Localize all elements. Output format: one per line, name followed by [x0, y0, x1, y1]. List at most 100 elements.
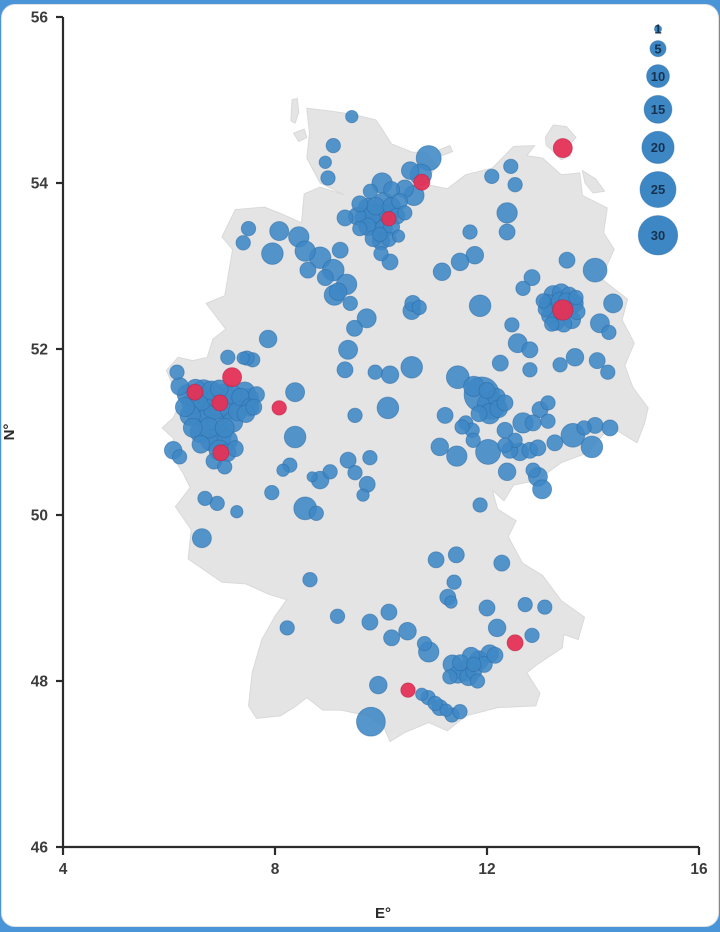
data-bubble-blue: [478, 599, 496, 617]
data-bubble-red: [381, 211, 397, 227]
data-bubble-blue: [446, 445, 468, 467]
data-bubble-blue: [170, 377, 189, 396]
data-bubble-blue: [537, 599, 553, 615]
data-bubble-blue: [398, 621, 417, 641]
data-bubble-blue: [356, 488, 370, 502]
data-bubble-blue: [601, 419, 619, 437]
y-tick-label: 46: [31, 840, 49, 857]
data-bubble-blue: [171, 449, 188, 465]
data-bubble-blue: [276, 463, 290, 477]
data-bubble-blue: [306, 471, 318, 483]
data-bubble-blue: [568, 289, 584, 306]
x-tick-label: 12: [478, 861, 495, 878]
data-bubble-blue: [336, 209, 354, 227]
data-bubble-blue: [523, 269, 541, 287]
data-bubble-blue: [582, 257, 608, 283]
data-bubble-blue: [497, 437, 513, 453]
data-bubble-blue: [532, 479, 553, 500]
data-bubble-blue: [362, 450, 378, 466]
data-bubble-blue: [258, 329, 278, 349]
data-bubble-blue: [351, 195, 369, 213]
data-bubble-blue: [220, 349, 236, 365]
data-bubble-blue: [245, 398, 263, 416]
y-tick-label: 56: [31, 10, 49, 27]
y-tick-label: 48: [31, 674, 49, 691]
legend-size-circle: [639, 171, 677, 209]
data-bubble-blue: [465, 432, 481, 448]
data-bubble-blue: [174, 397, 195, 418]
data-bubble-blue: [524, 627, 540, 644]
data-bubble-red: [552, 299, 574, 321]
data-bubble-blue: [191, 528, 212, 549]
data-bubble-blue: [397, 205, 413, 221]
data-bubble-blue: [391, 229, 406, 243]
data-bubble-blue: [362, 183, 379, 199]
data-bubble-blue: [329, 608, 346, 624]
y-axis-title: N°: [1, 424, 18, 441]
data-bubble-red: [211, 394, 229, 412]
data-bubble-blue: [338, 339, 359, 360]
y-tick-label: 54: [31, 176, 49, 193]
data-bubble-blue: [328, 282, 348, 301]
data-bubble-blue: [450, 252, 470, 272]
data-bubble-blue: [416, 635, 433, 652]
data-bubble-blue: [462, 224, 478, 240]
data-bubble-blue: [446, 574, 462, 590]
legend-size-label: 1: [654, 22, 661, 37]
legend-size-circle: [637, 215, 679, 256]
data-bubble-blue: [336, 361, 354, 379]
data-bubble-blue: [356, 706, 386, 737]
data-bubble-blue: [540, 413, 556, 429]
data-bubble-red: [271, 400, 287, 416]
data-bubble-blue: [415, 687, 429, 701]
data-bubble-blue: [452, 704, 468, 720]
data-bubble-blue: [444, 595, 458, 609]
data-bubble-blue: [525, 462, 541, 478]
data-bubble-blue: [470, 405, 488, 423]
data-bubble-blue: [600, 364, 616, 380]
data-bubble-red: [212, 444, 230, 462]
data-bubble-blue: [347, 465, 363, 481]
data-bubble-blue: [380, 603, 398, 621]
data-bubble-blue: [588, 352, 606, 370]
data-bubble-blue: [308, 505, 324, 521]
data-bubble-blue: [504, 317, 520, 333]
data-bubble-blue: [182, 417, 203, 438]
data-bubble-blue: [316, 269, 334, 287]
data-bubble-blue: [454, 419, 470, 435]
data-bubble-blue: [367, 364, 383, 380]
data-bubble-blue: [475, 438, 502, 465]
data-bubble-blue: [478, 382, 496, 399]
data-bubble-blue: [535, 293, 551, 309]
data-bubble-blue: [361, 613, 379, 631]
data-bubble-blue: [169, 364, 185, 380]
data-bubble-blue: [576, 420, 592, 436]
legend-size-label: 10: [651, 69, 665, 84]
data-bubble-blue: [486, 646, 504, 664]
legend-size-circle: [653, 24, 663, 34]
data-bubble-blue: [366, 196, 385, 216]
data-bubble-blue: [322, 464, 338, 480]
data-bubble-blue: [515, 280, 531, 297]
data-bubble-blue: [507, 177, 523, 193]
y-tick-label: 52: [31, 342, 48, 359]
data-bubble-blue: [546, 434, 564, 452]
data-bubble-blue: [373, 245, 389, 262]
data-bubble-blue: [299, 261, 317, 279]
legend-size-label: 5: [654, 41, 661, 56]
data-bubble-blue: [400, 161, 420, 180]
data-bubble-blue: [347, 407, 363, 424]
data-bubble-red: [400, 682, 416, 698]
data-bubble-blue: [331, 241, 349, 259]
data-bubble-blue: [447, 546, 465, 564]
data-bubble-blue: [496, 394, 514, 412]
data-bubble-blue: [487, 618, 507, 638]
data-bubble-blue: [529, 439, 547, 457]
data-bubble-blue: [342, 295, 358, 312]
germany-landmass: [293, 128, 308, 142]
germany-landmass: [581, 170, 606, 194]
data-bubble-blue: [472, 497, 488, 513]
data-bubble-blue: [521, 341, 539, 359]
